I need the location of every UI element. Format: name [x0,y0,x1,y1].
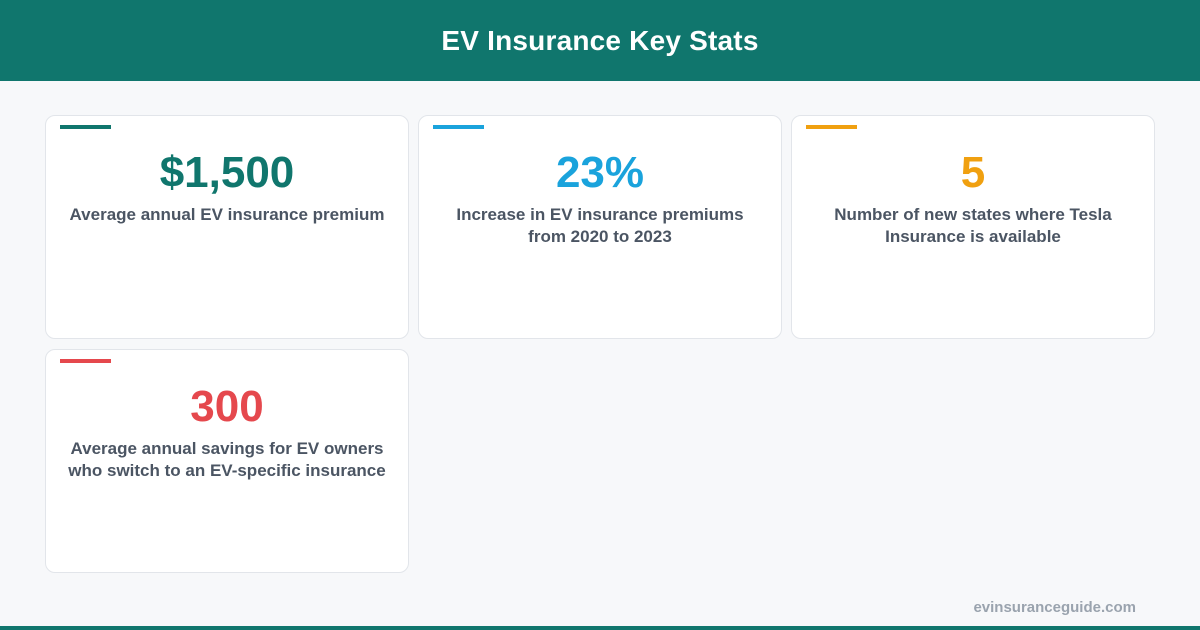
stat-value: $1,500 [159,148,295,197]
stat-card: 23% Increase in EV insurance premiums fro… [418,115,782,339]
accent-bar [60,359,111,363]
stat-card: 300 Average annual savings for EV owners … [45,349,409,573]
accent-bar [806,125,857,129]
bottom-bar [0,626,1200,630]
stat-card: $1,500 Average annual EV insurance premiu… [45,115,409,339]
accent-bar [60,125,111,129]
stat-label: Number of new states where Tesla Insuran… [834,205,1112,246]
stat-label: Average annual EV insurance premium [69,205,385,224]
header: EV Insurance Key Stats [0,0,1200,81]
source: evinsuranceguide.com [973,599,1136,616]
stat-label: Increase in EV insurance premiums from 2… [456,205,744,246]
card-grid: $1,500 Average annual EV insurance premiu… [45,115,1155,573]
stat-value: 23% [555,148,645,197]
stat-label: Average annual savings for EV owners who… [68,439,386,480]
stat-value: 300 [190,382,264,431]
title: EV Insurance Key Stats [441,24,759,56]
stat-value: 5 [960,148,986,197]
stat-card: 5 Number of new states where Tesla Insura… [791,115,1155,339]
accent-bar [433,125,484,129]
